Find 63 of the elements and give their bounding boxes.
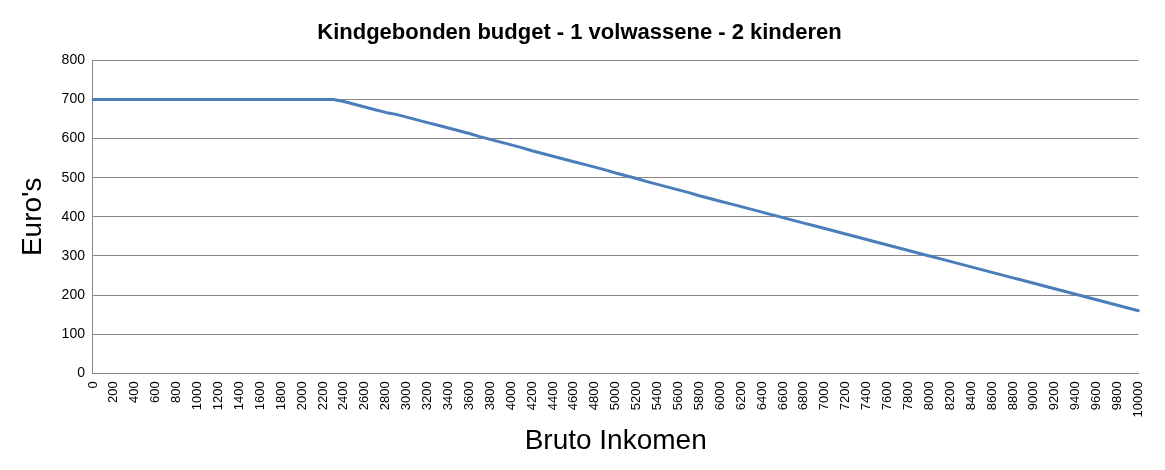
x-tick-label: 8400 [962,381,978,411]
x-tick-label: 5800 [690,381,706,411]
y-axis-title: Euro's [15,177,47,257]
x-tick-label: 8000 [920,381,936,411]
x-tick-label: 9200 [1046,381,1062,411]
x-tick-label: 3200 [419,381,435,411]
x-tick-label: 8200 [941,381,957,411]
x-tick-label: 3600 [460,381,476,411]
x-tick-label: 3800 [481,381,497,411]
y-tick-label: 100 [61,325,86,341]
x-tick-label: 8800 [1004,381,1020,411]
y-tick-label: 700 [61,90,86,107]
x-tick-label: 4000 [502,381,518,411]
x-tick-label: 5000 [607,381,623,411]
x-tick-label: 6600 [774,381,790,411]
x-tick-label: 7800 [899,381,915,411]
x-tick-label: 5400 [649,381,665,411]
x-tick-label: 9400 [1067,381,1083,411]
x-tick-label: 8600 [983,381,999,411]
y-tick-label: 300 [61,246,86,263]
x-tick-label: 6200 [732,381,748,411]
x-tick-label: 3400 [439,381,455,411]
x-tick-label: 1400 [230,381,246,411]
x-tick-label: 400 [126,381,142,403]
x-tick-label: 7200 [837,381,853,411]
x-tick-label: 4400 [544,381,560,411]
y-tick-label: 200 [61,285,86,302]
x-tick-label: 5600 [669,381,685,411]
y-tick-label: 500 [61,168,86,185]
x-tick-label: 4200 [523,381,539,411]
x-tick-label: 1000 [189,381,205,411]
x-tick-label: 2600 [356,381,372,411]
x-tick-label: 2400 [335,381,351,411]
x-tick-label: 600 [147,381,163,403]
x-tick-label: 9800 [1109,381,1125,411]
x-axis-title: Bruto Inkomen [524,423,707,455]
x-tick-label: 5200 [628,381,644,411]
x-tick-label: 7000 [816,381,832,411]
y-tick-label: 400 [61,207,86,224]
x-tick-label: 10000 [1129,381,1145,418]
x-tick-label: 1600 [251,381,267,411]
x-tick-label: 4600 [565,381,581,411]
x-tick-label: 6800 [795,381,811,411]
x-tick-label: 1200 [209,381,225,411]
x-tick-label: 800 [168,381,184,403]
x-tick-label: 2200 [314,381,330,411]
x-tick-label: 200 [105,381,121,403]
x-tick-label: 6000 [711,381,727,411]
x-tick-label: 0 [84,381,100,389]
x-tick-label: 7600 [879,381,895,411]
x-tick-label: 6400 [753,381,769,411]
y-tick-label: 800 [61,51,86,68]
x-tick-label: 4800 [586,381,602,411]
y-tick-label: 0 [77,364,86,381]
chart-title: Kindgebonden budget - 1 volwassene - 2 kinderen [317,19,842,45]
x-tick-label: 7400 [858,381,874,411]
x-tick-label: 2000 [293,381,309,411]
x-tick-label: 3000 [398,381,414,411]
x-tick-label: 9600 [1088,381,1104,411]
x-tick-label: 9000 [1025,381,1041,411]
x-tick-label: 1800 [272,381,288,411]
x-tick-label: 2800 [377,381,393,411]
y-tick-label: 600 [61,129,86,146]
